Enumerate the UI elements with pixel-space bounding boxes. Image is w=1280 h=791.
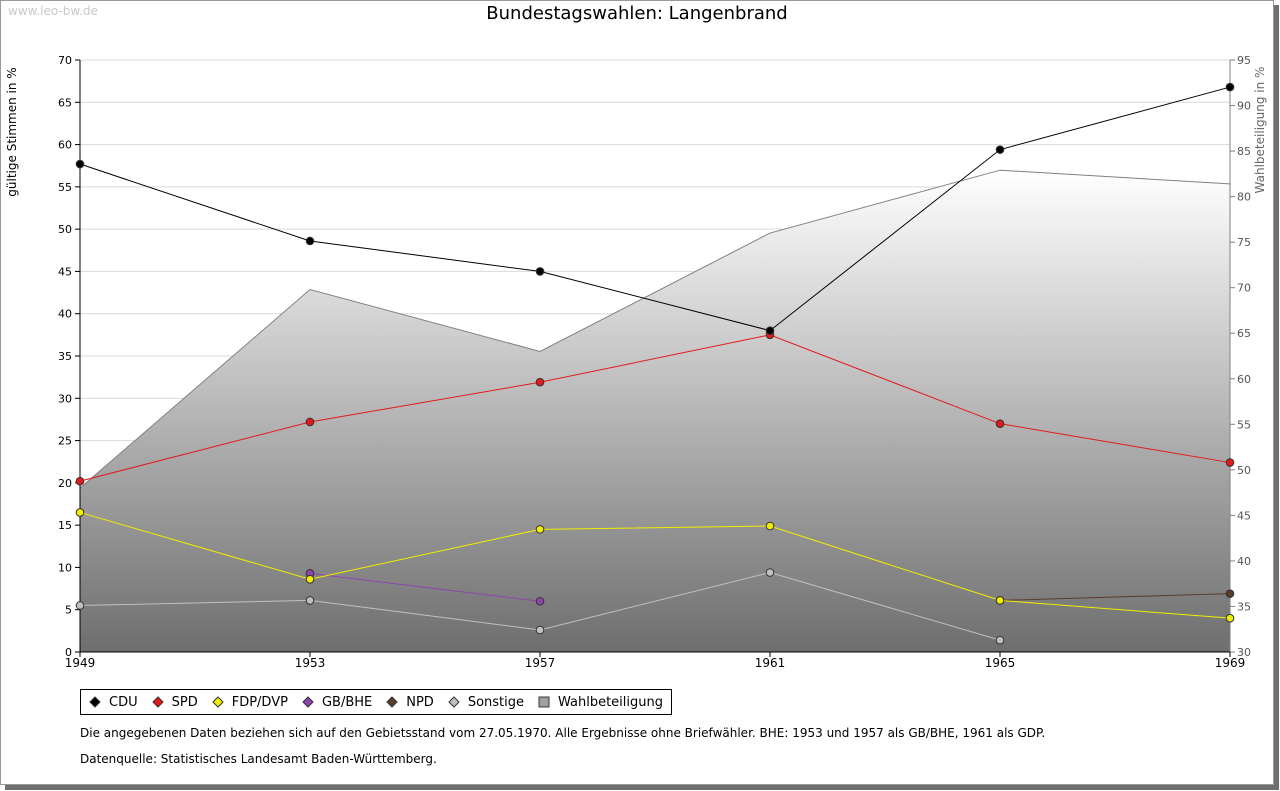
series-line-npd <box>999 593 1231 601</box>
point-sonstige <box>995 635 1005 645</box>
series-line-spd <box>79 334 1231 482</box>
diamond-icon <box>212 696 224 708</box>
legend-item-fdp-dvp: FDP/DVP <box>212 695 288 710</box>
point-cdu <box>305 236 315 246</box>
y-right-tick-label: 85 <box>1237 145 1251 158</box>
point-sonstige <box>765 568 775 577</box>
point-cdu <box>765 326 775 335</box>
legend-label: Wahlbeteiligung <box>558 694 664 710</box>
y-tick-label: 50 <box>58 223 72 236</box>
y-tick-label: 15 <box>58 519 72 532</box>
point-fdp-dvp <box>75 508 85 517</box>
legend-label: Sonstige <box>467 694 524 710</box>
y-right-tick-label: 80 <box>1237 191 1251 204</box>
point-fdp-dvp <box>765 521 775 531</box>
x-tick-label: 1961 <box>755 656 786 670</box>
y-tick-label: 10 <box>58 561 72 574</box>
y-right-tick-label: 60 <box>1237 373 1251 386</box>
diamond-icon <box>448 696 460 708</box>
point-fdp-dvp <box>1225 613 1235 623</box>
chart-title: Bundestagswahlen: Langenbrand <box>486 3 788 24</box>
y-right-tick-label: 65 <box>1237 327 1251 340</box>
diamond-icon <box>302 696 314 708</box>
y-tick-label: 45 <box>58 265 72 278</box>
y-right-tick-label: 70 <box>1237 282 1251 295</box>
point-fdp-dvp <box>535 525 545 534</box>
y-right-tick-label: 55 <box>1237 418 1251 431</box>
point-cdu <box>995 145 1005 154</box>
y-tick-label: 0 <box>65 646 72 659</box>
y-tick-label: 20 <box>58 477 72 490</box>
point-cdu <box>75 159 85 169</box>
point-sonstige <box>535 625 545 635</box>
x-tick-label: 1969 <box>1215 656 1246 670</box>
watermark: www.leo-bw.de <box>8 4 98 18</box>
x-tick-label: 1957 <box>525 656 556 670</box>
y-tick-label: 35 <box>58 350 72 363</box>
y-tick-label: 5 <box>65 604 72 617</box>
point-fdp-dvp <box>995 596 1005 605</box>
x-tick-label: 1949 <box>65 656 96 670</box>
y-right-tick-label: 30 <box>1237 646 1251 659</box>
legend-item-npd: NPD <box>386 695 434 710</box>
legend-label: CDU <box>109 694 138 710</box>
series-line-fdp-dvp <box>79 511 1231 619</box>
y-tick-label: 30 <box>58 392 72 405</box>
diamond-icon <box>151 696 164 708</box>
y-right-tick-label: 95 <box>1237 54 1251 67</box>
series-line-cdu <box>79 86 1231 332</box>
legend-label: GB/BHE <box>321 694 373 710</box>
point-cdu <box>535 267 545 276</box>
x-tick-label: 1965 <box>985 656 1016 670</box>
y-tick-label: 65 <box>58 96 72 109</box>
data-note: Die angegebenen Daten beziehen sich auf … <box>80 726 1046 740</box>
point-spd <box>75 476 85 486</box>
y-tick-label: 40 <box>58 308 72 321</box>
y-right-tick-label: 40 <box>1237 555 1251 568</box>
y-right-tick-label: 45 <box>1237 509 1251 522</box>
point-sonstige <box>75 601 85 610</box>
y-tick-label: 55 <box>58 181 72 194</box>
series-line-gb-bhe <box>309 572 541 602</box>
point-spd <box>305 417 315 427</box>
point-sonstige <box>305 596 315 605</box>
y-right-tick-label: 50 <box>1237 464 1251 477</box>
y-right-tick-label: 35 <box>1237 600 1251 613</box>
y-tick-label: 60 <box>58 139 72 152</box>
y-tick-label: 25 <box>58 435 72 448</box>
diamond-icon <box>89 696 101 708</box>
legend-label: FDP/DVP <box>231 694 288 710</box>
area-wahlbeteiligung <box>80 170 1230 653</box>
point-cdu <box>1225 82 1235 92</box>
legend: CDU SPD FDP/DVP GB/BHE NPD Sonstige Wahlbeteil… <box>80 689 673 715</box>
y-right-tick-label: 90 <box>1237 100 1251 113</box>
legend-label: NPD <box>406 694 434 710</box>
y-right-tick-label: 75 <box>1237 236 1251 249</box>
source-note: Datenquelle: Statistisches Landesamt Bad… <box>80 752 437 766</box>
point-gb-bhe <box>535 596 545 606</box>
x-tick-label: 1953 <box>295 656 326 670</box>
point-fdp-dvp <box>305 574 315 584</box>
legend-item-cdu: CDU <box>89 695 138 710</box>
legend-item-gb-bhe: GB/BHE <box>302 695 372 710</box>
y-right-axis-title: Wahlbeteiligung in % <box>1253 67 1267 194</box>
point-spd <box>535 377 545 387</box>
point-spd <box>995 419 1005 428</box>
legend-item-sonstige: Sonstige <box>448 695 524 710</box>
y-axis-title: gültige Stimmen in % <box>5 67 19 196</box>
point-npd <box>1225 589 1235 598</box>
legend-label: SPD <box>171 694 198 710</box>
area-wahlbeteiligung-outline <box>79 169 1231 489</box>
legend-item-wahlbeteiligung: Wahlbeteiligung <box>538 695 663 710</box>
diamond-icon <box>386 696 398 708</box>
point-spd <box>1225 458 1235 467</box>
legend-item-spd: SPD <box>151 694 198 710</box>
y-tick-label: 70 <box>58 54 72 67</box>
square-icon <box>538 696 550 708</box>
